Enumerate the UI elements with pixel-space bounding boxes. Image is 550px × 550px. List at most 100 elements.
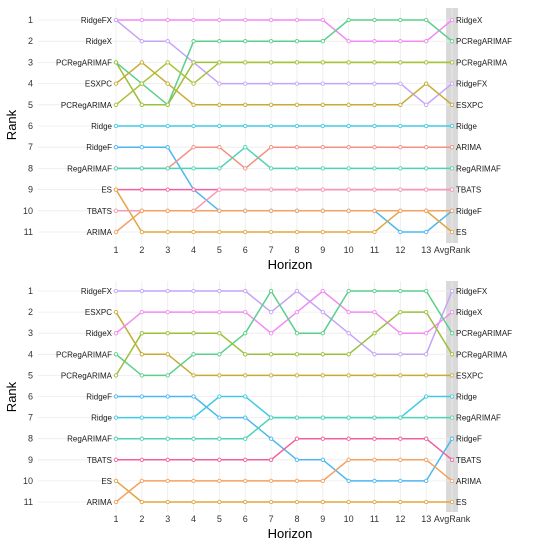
series-point <box>243 394 248 399</box>
y-tick-label: 11 <box>24 497 33 507</box>
series-point <box>268 187 274 192</box>
y-tick-label: 9 <box>28 185 33 195</box>
right-model-label: RidgeX <box>456 308 483 317</box>
series-point <box>165 166 170 171</box>
series-point <box>424 352 429 357</box>
series-point <box>165 39 170 44</box>
series-line <box>115 61 453 106</box>
left-model-label: TBATS <box>87 207 112 216</box>
series-point <box>139 229 145 235</box>
series-line <box>115 19 453 106</box>
right-model-label: ES <box>456 228 467 237</box>
series-point <box>243 309 248 315</box>
series-point <box>243 436 248 441</box>
series-line <box>116 416 453 440</box>
y-tick-label: 1 <box>28 15 33 25</box>
series-point <box>449 352 455 357</box>
series-point <box>398 331 403 336</box>
series-point <box>372 145 377 150</box>
left-model-label: ES <box>101 186 112 195</box>
right-model-label: PCRegARIMA <box>456 350 508 359</box>
series-point <box>191 352 196 357</box>
series-point <box>139 123 145 129</box>
series-point <box>165 187 170 192</box>
series-point <box>449 499 455 505</box>
series-point <box>113 309 119 315</box>
series-point <box>424 145 429 150</box>
series-point <box>449 60 455 65</box>
series-point <box>268 436 274 441</box>
series-point <box>191 102 196 107</box>
series-point <box>449 17 455 23</box>
series-point <box>320 229 325 235</box>
series-point <box>398 457 403 462</box>
series-point <box>424 187 429 192</box>
series-point <box>294 123 300 129</box>
series-point <box>191 60 196 65</box>
y-tick-label: 6 <box>28 121 33 131</box>
series-point <box>243 39 248 44</box>
series-point <box>243 166 248 171</box>
series-point <box>268 478 274 484</box>
x-tick-label: 8 <box>294 514 299 524</box>
series-point <box>191 288 196 294</box>
series-point <box>243 457 248 462</box>
series-point <box>165 229 170 235</box>
series-line <box>116 188 453 212</box>
series-point <box>217 352 222 357</box>
series-point <box>424 457 429 462</box>
series-point <box>217 145 222 150</box>
y-axis-title: Rank <box>4 381 19 412</box>
series-point <box>139 145 145 150</box>
series-point <box>346 17 351 23</box>
series-point <box>320 457 325 462</box>
series-line <box>115 311 453 376</box>
series-point <box>346 352 351 357</box>
series-point <box>217 288 222 294</box>
series-point <box>449 81 455 86</box>
right-model-label: ESXPC <box>456 101 483 110</box>
series-point <box>372 208 377 213</box>
series-line <box>115 290 453 377</box>
series-point <box>268 309 274 315</box>
series-point <box>424 394 429 399</box>
series-line <box>115 210 453 233</box>
series-point <box>217 123 222 129</box>
series-point <box>243 415 248 420</box>
x-tick-label: 2 <box>139 245 144 255</box>
series-point <box>268 352 274 357</box>
left-model-label: RidgeF <box>86 143 112 152</box>
left-model-label: TBATS <box>87 456 112 465</box>
series-line <box>115 459 453 503</box>
series-point <box>243 60 248 65</box>
left-model-label: PCRegARIMA <box>61 101 113 110</box>
y-tick-label: 8 <box>28 163 33 173</box>
left-model-label: PCRegARIMAF <box>56 350 112 359</box>
series-point <box>217 373 222 378</box>
series-point <box>139 166 145 171</box>
series-point <box>424 229 429 235</box>
series-point <box>346 102 351 107</box>
series-point <box>191 499 196 505</box>
series-point <box>294 331 300 336</box>
left-model-label: ES <box>101 477 112 486</box>
series-point <box>294 187 300 192</box>
series-point <box>243 373 248 378</box>
series-point <box>139 208 145 213</box>
series-point <box>165 102 170 107</box>
series-point <box>346 309 351 315</box>
series-point <box>346 145 351 150</box>
series-point <box>294 81 300 86</box>
series-point <box>268 457 274 462</box>
series-point <box>294 39 300 44</box>
series-point <box>113 145 119 150</box>
series-point <box>165 60 170 65</box>
series-point <box>398 415 403 420</box>
x-tick-label: 10 <box>344 514 354 524</box>
series-point <box>398 229 403 235</box>
series-point <box>372 309 377 315</box>
series-point <box>424 166 429 171</box>
series-point <box>294 229 300 235</box>
series-point <box>268 145 274 150</box>
series-point <box>294 166 300 171</box>
